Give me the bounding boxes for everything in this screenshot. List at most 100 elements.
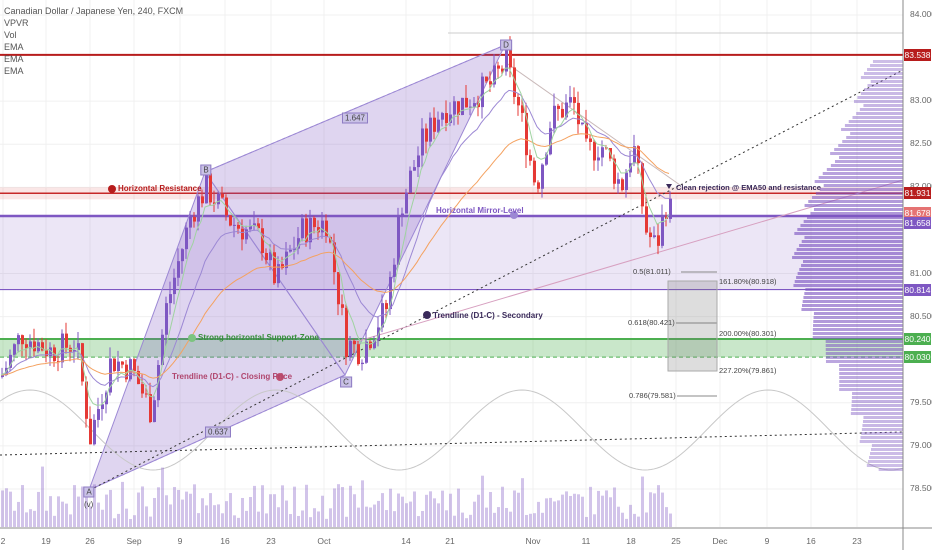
volume-profile-bar (812, 336, 903, 339)
candle (33, 341, 36, 352)
candle (289, 249, 292, 252)
volume-profile-bar (872, 60, 903, 63)
annotation-dot (276, 373, 284, 381)
volume-profile-bar (825, 348, 903, 351)
volume-profile-bar (851, 396, 903, 399)
fib-extension-200: 200.00%(80.301) (719, 329, 777, 338)
volume-bar (13, 510, 16, 527)
candle (437, 119, 440, 132)
volume-bar (553, 501, 556, 527)
volume-profile-bar (851, 408, 903, 411)
volume-bar (193, 484, 196, 527)
volume-profile-bar (825, 344, 903, 347)
volume-bar (241, 497, 244, 527)
candle (49, 347, 52, 357)
volume-bar (157, 487, 160, 527)
volume-bar (441, 490, 444, 527)
volume-bar (501, 486, 504, 527)
volume-profile-bar (826, 168, 903, 171)
indicator-ema[interactable]: EMA (4, 54, 24, 64)
volume-bar (345, 516, 348, 527)
indicator-ema[interactable]: EMA (4, 66, 24, 76)
volume-profile-bar (797, 228, 903, 231)
candle (645, 206, 648, 233)
candle (281, 264, 284, 269)
volume-bar (257, 511, 260, 527)
candle (553, 105, 556, 129)
candle (189, 216, 192, 228)
candle (29, 341, 32, 349)
volume-bar (85, 493, 88, 527)
indicator-vpvr[interactable]: VPVR (4, 18, 29, 28)
volume-profile-bar (794, 232, 903, 235)
price-tick-label: 81.000 (910, 267, 932, 278)
volume-profile-bar (812, 196, 903, 199)
volume-bar (589, 486, 592, 527)
volume-bar (361, 480, 364, 527)
candle (97, 409, 100, 420)
volume-profile-bar (839, 388, 903, 391)
volume-profile-bar (800, 224, 903, 227)
volume-profile-bar (839, 376, 903, 379)
price-tick-label: 78.500 (910, 482, 932, 493)
candle (469, 106, 472, 108)
volume-bar (525, 514, 528, 527)
price-badge: 80.030 (904, 351, 931, 364)
volume-bar (265, 513, 268, 527)
volume-profile-bar (799, 244, 903, 247)
volume-bar (277, 507, 280, 527)
candle (153, 400, 156, 423)
candle (489, 81, 492, 85)
volume-bar (125, 508, 128, 527)
volume-bar (301, 510, 304, 527)
volume-bar (129, 518, 132, 527)
volume-bar (313, 508, 316, 527)
volume-profile-bar (796, 276, 903, 279)
volume-bar (137, 492, 140, 527)
volume-bar (221, 513, 224, 527)
volume-bar (1, 490, 4, 527)
volume-profile-bar (851, 400, 903, 403)
candle (661, 216, 664, 246)
candle (201, 196, 204, 204)
cycle-curve (0, 389, 904, 471)
volume-bar (549, 497, 552, 527)
candle (581, 122, 584, 125)
candle (241, 228, 244, 240)
volume-bar (41, 466, 44, 527)
volume-bar (633, 513, 636, 527)
price-tick-label: 84.000 (910, 9, 932, 19)
volume-profile-bar (862, 420, 903, 423)
volume-profile-bar (825, 340, 903, 343)
indicator-vol[interactable]: Vol (4, 30, 17, 40)
volume-profile-bar (812, 332, 903, 335)
candle (261, 228, 264, 253)
indicator-ema[interactable]: EMA (4, 42, 24, 52)
candle (237, 224, 240, 229)
volume-bar (289, 514, 292, 527)
volume-bar (149, 516, 152, 527)
volume-profile-bar (850, 412, 903, 415)
volume-profile-bar (870, 64, 903, 67)
candle (441, 113, 444, 120)
volume-bar (573, 493, 576, 527)
price-badge: 80.240 (904, 333, 931, 346)
time-tick-label: 23 (266, 536, 276, 546)
volume-profile-bar (852, 116, 903, 119)
candle (389, 276, 392, 310)
volume-profile-bar (792, 256, 903, 259)
volume-bar (485, 507, 488, 527)
fib-retracement-0-5: 0.5(81.011) (633, 267, 671, 276)
candle (273, 252, 276, 284)
volume-bar (657, 485, 660, 527)
volume-profile-bar (796, 248, 903, 251)
candle (249, 225, 252, 230)
volume-bar (545, 498, 548, 527)
volume-profile-bar (818, 176, 903, 179)
symbol-title[interactable]: Canadian Dollar / Japanese Yen, 240, FXC… (4, 6, 184, 16)
volume-bar (529, 513, 532, 527)
volume-profile-bar (805, 288, 903, 291)
candle (149, 394, 152, 423)
volume-bar (113, 518, 116, 527)
